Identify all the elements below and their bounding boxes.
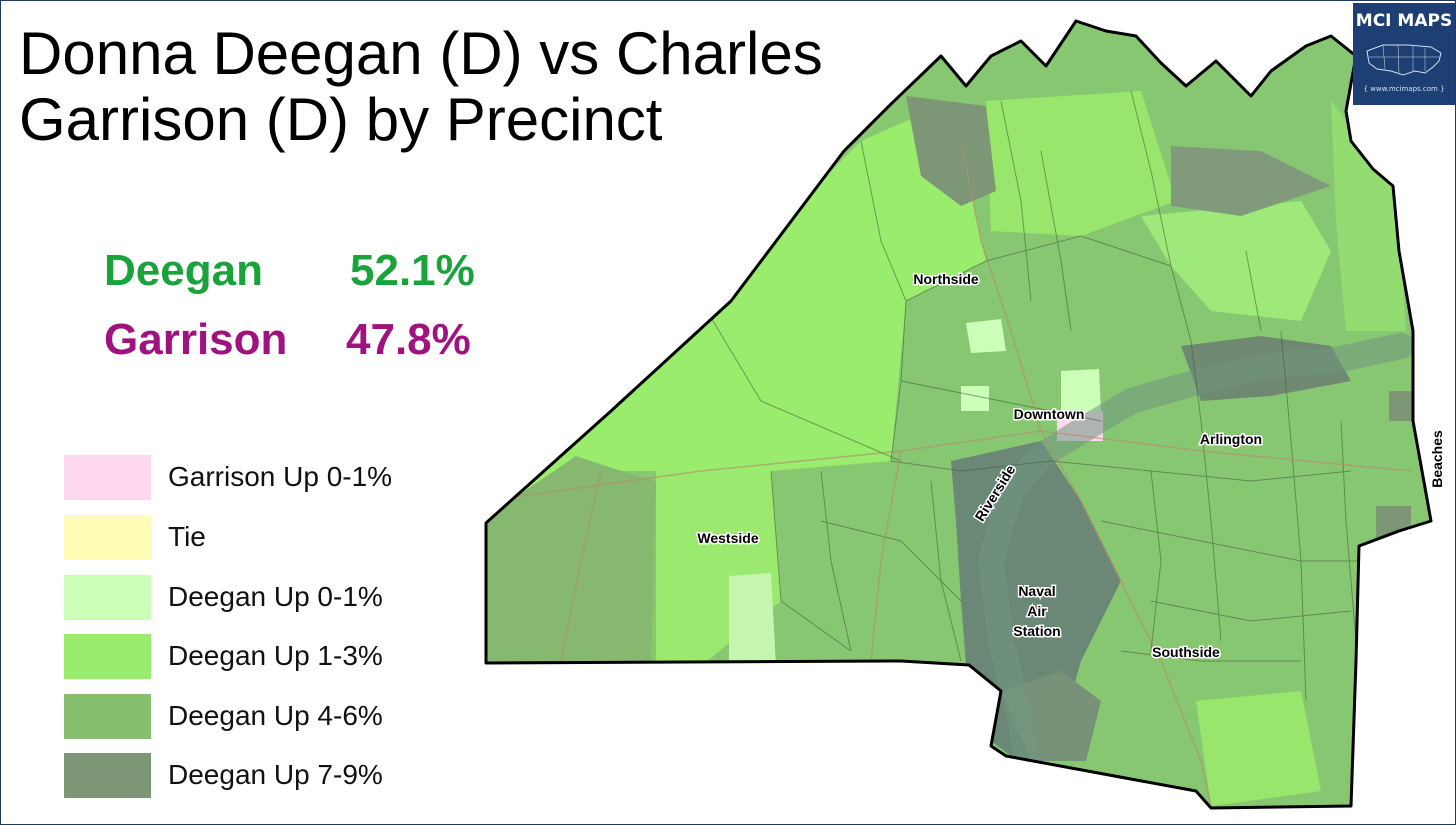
region-southwest-arm (1196, 691, 1321, 806)
region-north-dark (906, 96, 996, 206)
precinct-lines (700, 90, 1381, 702)
label-arlington: Arlington (1200, 431, 1262, 447)
map-title: Donna Deegan (D) vs Charles Garrison (D)… (19, 21, 823, 153)
result-deegan-name: Deegan (104, 246, 263, 295)
legend-label: Tie (168, 521, 206, 552)
region-light-d (729, 573, 776, 666)
region-east-dark-b (1389, 391, 1413, 421)
label-naval-line1: Naval (1018, 583, 1055, 599)
legend-label: Garrison Up 0-1% (168, 461, 393, 492)
region-northeast (1141, 201, 1331, 321)
region-far-west (486, 456, 656, 666)
legend-item-deegan-up-7-9: Deegan Up 7-9% (64, 753, 464, 798)
legend-label: Deegan Up 4-6% (168, 700, 383, 731)
legend-swatch (64, 753, 151, 798)
legend-label: Deegan Up 7-9% (168, 759, 383, 790)
label-westside: Westside (697, 530, 758, 546)
label-naval-line3: Station (1013, 623, 1060, 639)
legend-item-deegan-up-1-3: Deegan Up 1-3% (64, 634, 464, 679)
title-line-1: Donna Deegan (D) vs Charles (19, 20, 823, 87)
st-johns-river (978, 333, 1414, 808)
legend-item-deegan-up-0-1: Deegan Up 0-1% (64, 575, 464, 620)
region-north-central (986, 91, 1176, 236)
legend-label: Deegan Up 1-3% (168, 640, 383, 671)
region-light-c (961, 386, 989, 411)
legend-swatch (64, 694, 151, 739)
legend-swatch (64, 455, 151, 500)
legend-swatch (64, 575, 151, 620)
label-downtown: Downtown (1014, 406, 1085, 422)
region-northeast-dark (1171, 146, 1331, 216)
region-light-a (966, 319, 1006, 353)
region-east-strip (1331, 101, 1406, 331)
result-deegan-share: 52.1% (350, 246, 475, 295)
mci-maps-logo: MCI MAPS { www.mcimaps.com } (1353, 3, 1455, 105)
label-naval-line2: Air (1027, 603, 1047, 619)
title-line-2: Garrison (D) by Precinct (19, 86, 663, 153)
legend-item-deegan-up-4-6: Deegan Up 4-6% (64, 694, 464, 739)
us-map-icon (1366, 44, 1442, 76)
region-light-b (1061, 369, 1101, 413)
county-outline (484, 19, 1433, 810)
region-east-dark-a (1376, 506, 1411, 546)
logo-text: MCI MAPS (1355, 11, 1453, 31)
roads (486, 140, 1412, 807)
result-garrison-name: Garrison (104, 315, 288, 364)
legend-item-tie: Tie (64, 515, 464, 560)
label-southside: Southside (1152, 644, 1220, 660)
label-beaches: Beaches (1429, 430, 1445, 488)
label-northside: Northside (913, 271, 979, 287)
result-garrison-share: 47.8% (346, 315, 471, 364)
legend-label: Deegan Up 0-1% (168, 581, 383, 612)
legend-item-garrison-up-0-1: Garrison Up 0-1% (64, 455, 464, 500)
legend-swatch (64, 634, 151, 679)
logo-url: { www.mcimaps.com } (1363, 85, 1445, 93)
legend-swatch (64, 515, 151, 560)
